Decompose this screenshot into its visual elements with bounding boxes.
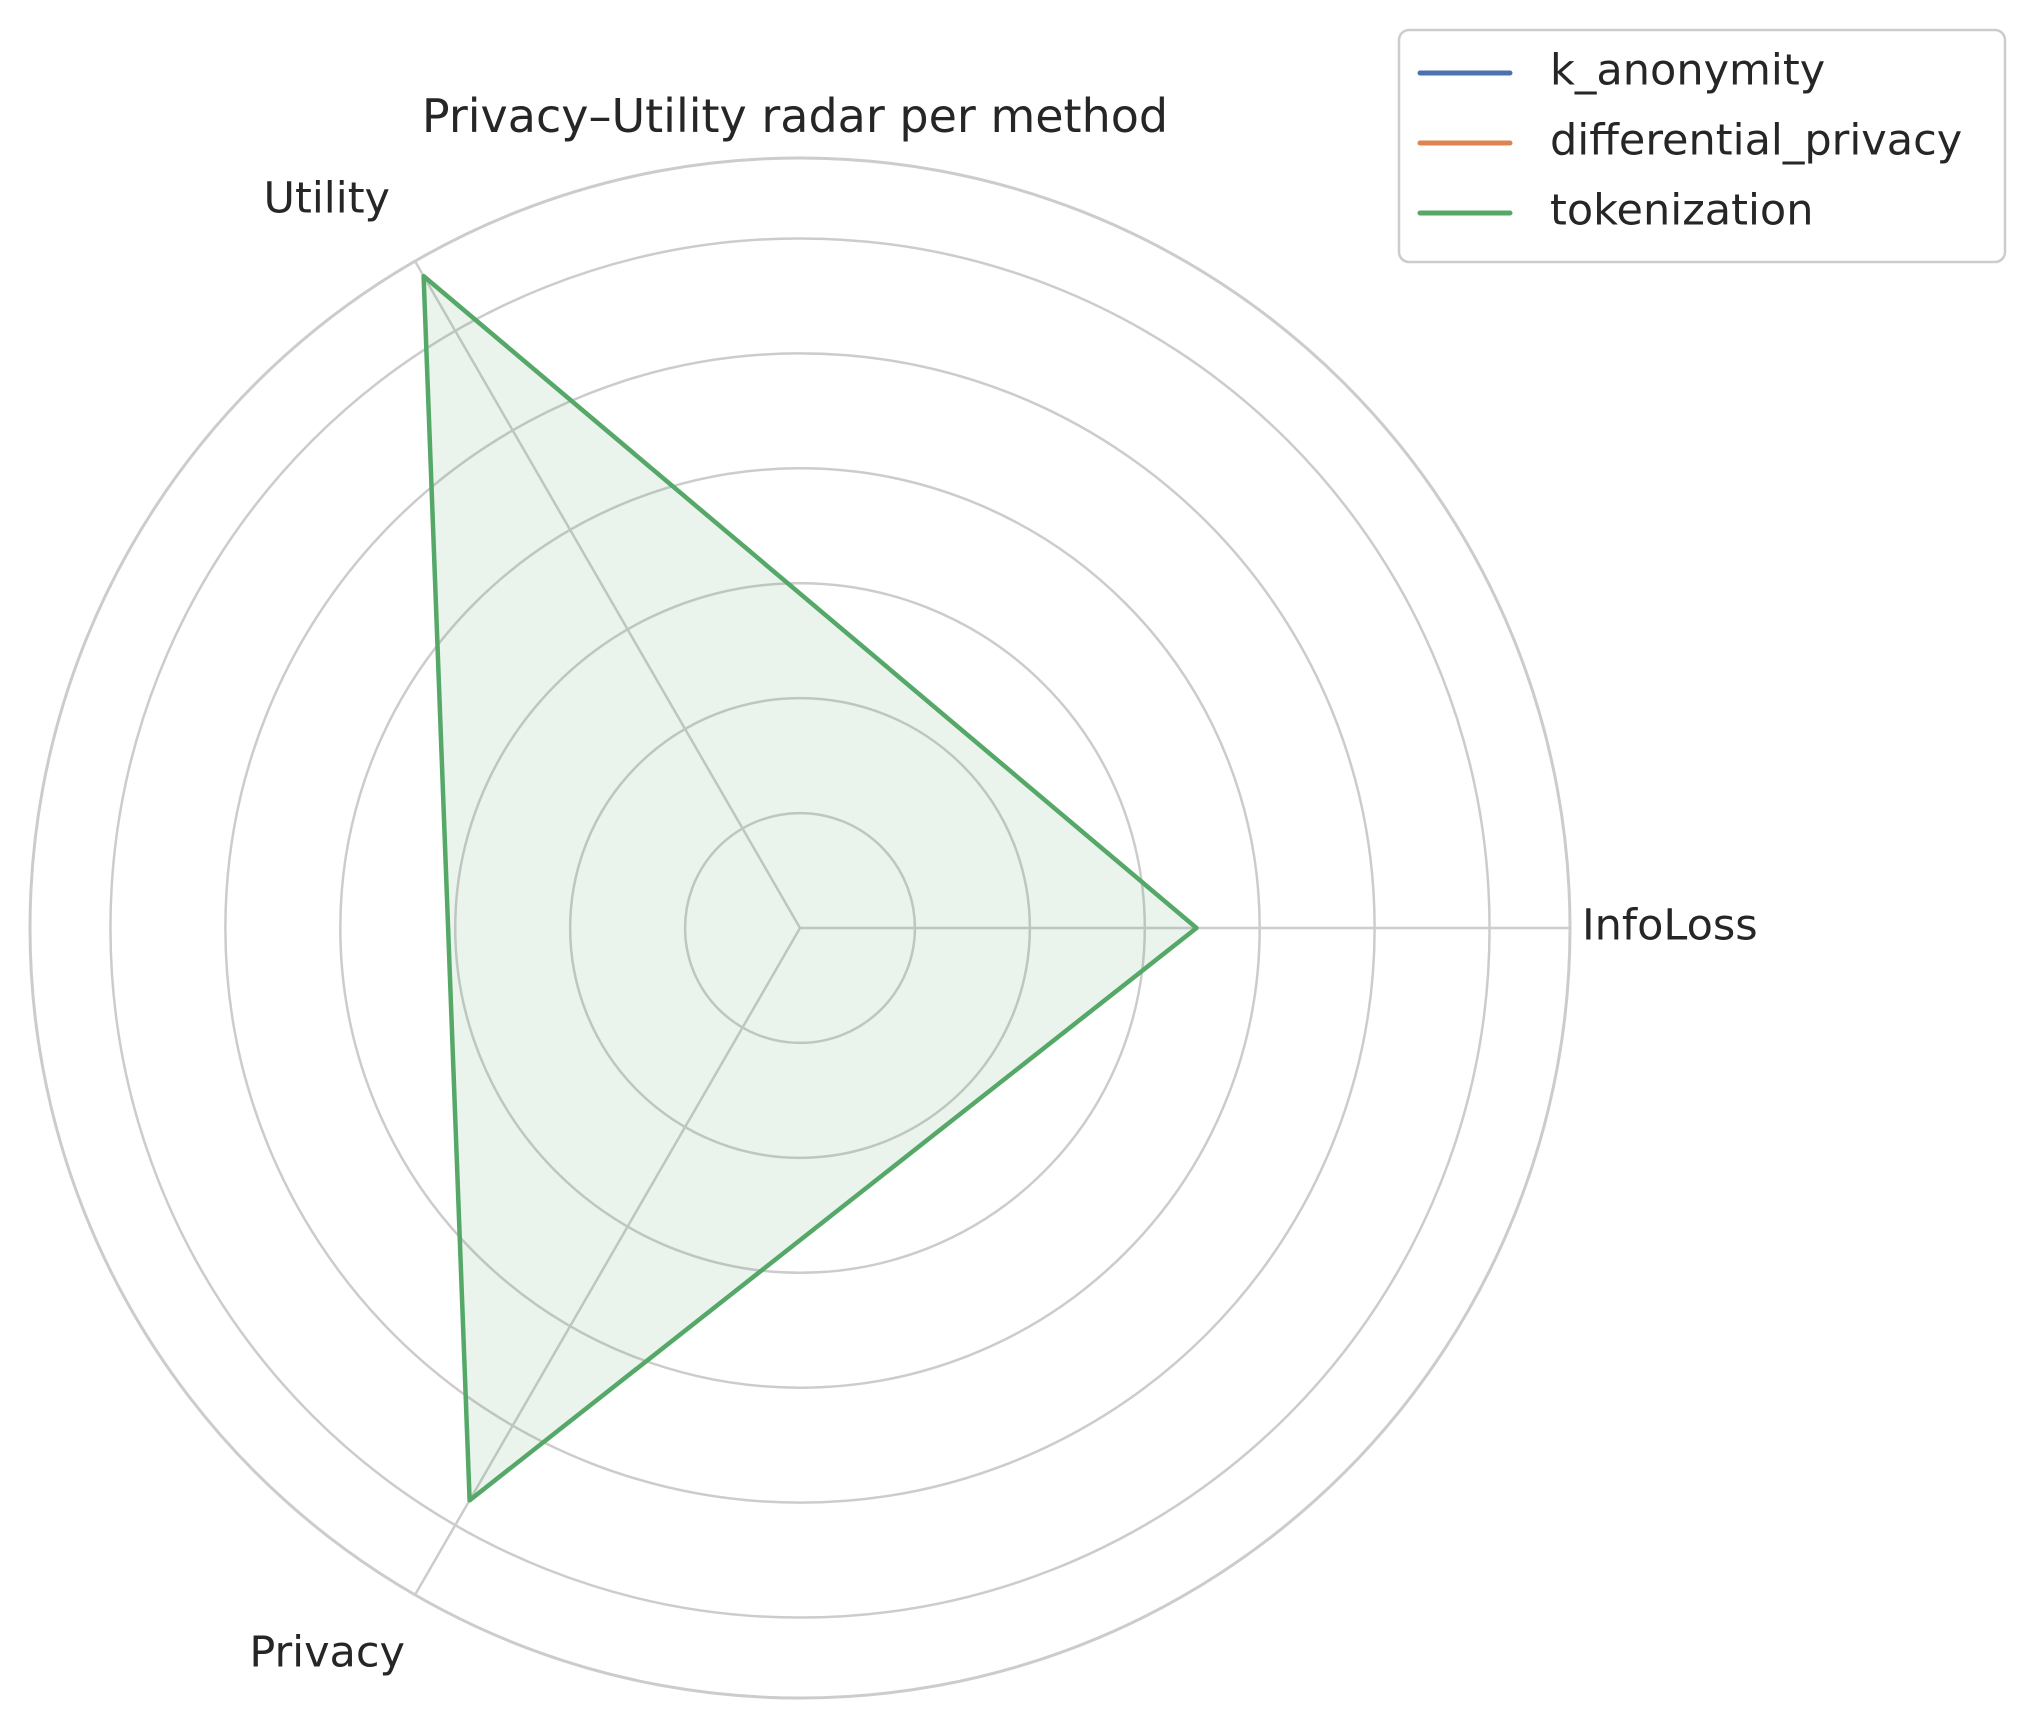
axis-label-utility: Utility — [264, 174, 390, 224]
legend-label-differential-privacy: differential_privacy — [1550, 116, 1962, 166]
series-layer — [421, 273, 1199, 1503]
legend-frame — [1397, 28, 2007, 264]
grid-layer — [28, 156, 1572, 1700]
legend: k_anonymity differential_privacy tokenizat… — [1397, 28, 2007, 264]
legend-label-tokenization: tokenization — [1550, 186, 1813, 236]
spoke-line — [413, 927, 802, 1596]
chart-title: Privacy–Utility radar per method — [422, 89, 1168, 143]
axis-label-layer: InfoLoss Utility Privacy — [249, 174, 1757, 1678]
axis-label-infoloss: InfoLoss — [1582, 901, 1758, 951]
series-line-tokenization — [421, 273, 1199, 1503]
spoke-line — [413, 260, 802, 929]
axis-label-privacy: Privacy — [249, 1627, 405, 1677]
legend-label-k-anonymity: k_anonymity — [1550, 46, 1825, 96]
series-fill-tokenization — [423, 276, 1197, 1501]
